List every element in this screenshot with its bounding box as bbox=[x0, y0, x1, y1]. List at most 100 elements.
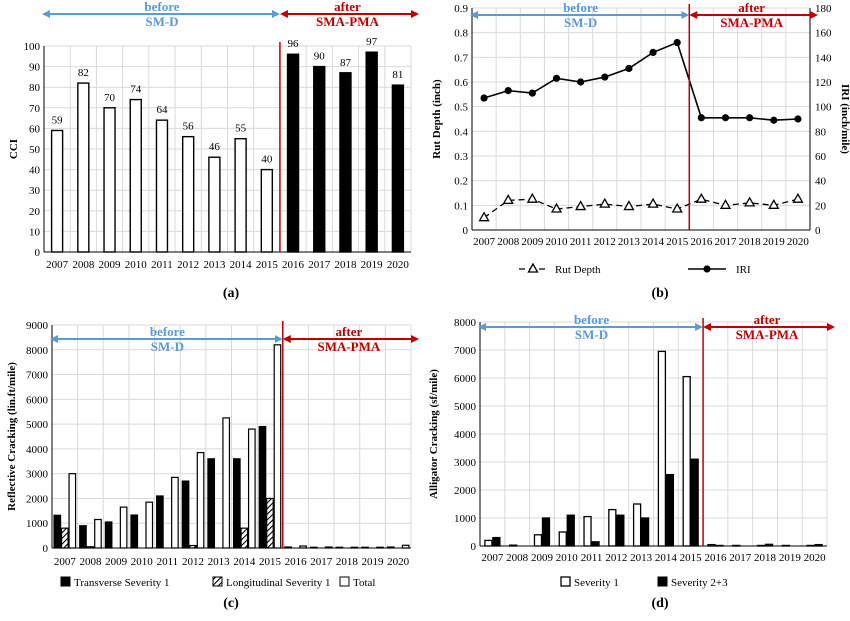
x-tick-label: 2020 bbox=[387, 556, 410, 568]
bar bbox=[266, 497, 274, 549]
bar bbox=[484, 539, 493, 547]
bar bbox=[732, 544, 741, 547]
x-tick-label: 2014 bbox=[233, 556, 256, 568]
bar bbox=[492, 536, 501, 547]
bar bbox=[509, 544, 518, 547]
y-axis-title: Alligator Cracking (sf/mile) bbox=[428, 369, 440, 499]
legend-sev23-label: Severity 2+3 bbox=[671, 577, 728, 589]
y-tick-label: 4000 bbox=[26, 444, 49, 456]
bar bbox=[50, 129, 64, 253]
rut-depth-point bbox=[744, 196, 756, 207]
x-tick-label: 2018 bbox=[336, 556, 359, 568]
y-tick-label: 70 bbox=[29, 103, 41, 115]
bar bbox=[715, 544, 724, 547]
bar bbox=[665, 473, 675, 547]
x-tick-label: 2016 bbox=[690, 236, 713, 248]
bar bbox=[181, 480, 190, 549]
bar bbox=[247, 428, 256, 549]
x-tick-label: 2007 bbox=[473, 236, 496, 248]
y-tick-label: 1000 bbox=[454, 513, 477, 525]
before-sublabel: SM-D bbox=[151, 339, 184, 354]
x-tick-label: 2014 bbox=[230, 259, 253, 271]
x-tick-label: 2011 bbox=[570, 236, 592, 248]
iri-line bbox=[483, 41, 798, 122]
y-tick-label: 0 bbox=[35, 247, 41, 259]
bar bbox=[234, 137, 247, 253]
bar bbox=[376, 546, 384, 549]
x-tick-label: 2010 bbox=[556, 552, 579, 564]
y2-tick-label: 120 bbox=[815, 77, 832, 89]
x-tick-label: 2016 bbox=[282, 259, 305, 271]
bar bbox=[339, 72, 352, 253]
x-tick-label: 2015 bbox=[666, 236, 689, 248]
y-tick-label: 2000 bbox=[454, 485, 477, 497]
rut-depth-point bbox=[671, 202, 683, 213]
y-tick-label: 5000 bbox=[454, 401, 477, 413]
y-axis-title: CCI bbox=[8, 139, 20, 159]
iri-point bbox=[625, 64, 633, 73]
bar bbox=[806, 544, 815, 547]
bar bbox=[286, 53, 300, 253]
iri-point bbox=[794, 115, 802, 123]
bar bbox=[690, 458, 699, 547]
y-tick-label: 0.5 bbox=[454, 102, 468, 114]
iri-point bbox=[673, 38, 681, 47]
legend-longitudinal-swatch bbox=[212, 576, 223, 587]
bar bbox=[60, 527, 69, 549]
bar bbox=[94, 518, 102, 549]
x-tick-label: 2007 bbox=[54, 556, 77, 568]
y-tick-label: 0.3 bbox=[454, 151, 468, 163]
before-sublabel: SM-D bbox=[145, 14, 178, 29]
bar bbox=[103, 107, 116, 253]
x-tick-label: 2019 bbox=[779, 552, 802, 564]
bar bbox=[119, 506, 128, 549]
bar bbox=[171, 476, 179, 549]
data-label: 96 bbox=[288, 38, 300, 50]
x-tick-label: 2019 bbox=[362, 556, 385, 568]
legend-longitudinal-label: Longitudinal Severity 1 bbox=[226, 577, 330, 589]
bar bbox=[130, 514, 139, 549]
y2-tick-label: 80 bbox=[815, 126, 827, 138]
rut-depth-point bbox=[502, 194, 514, 205]
y2-tick-label: 20 bbox=[815, 200, 827, 212]
bar bbox=[533, 534, 543, 547]
bar bbox=[68, 473, 77, 549]
y2-tick-label: 0 bbox=[815, 225, 821, 237]
y-tick-label: 100 bbox=[24, 41, 41, 53]
legend-total-swatch bbox=[339, 576, 350, 587]
y-tick-label: 0.4 bbox=[454, 126, 468, 138]
legend-sev1-swatch bbox=[560, 576, 571, 587]
x-tick-label: 2013 bbox=[203, 259, 226, 271]
bar bbox=[756, 544, 766, 547]
after-label: after bbox=[336, 324, 363, 339]
data-label: 90 bbox=[314, 51, 326, 63]
bar bbox=[86, 546, 95, 549]
bar bbox=[764, 543, 774, 547]
x-tick-label: 2007 bbox=[46, 259, 69, 271]
bar bbox=[309, 546, 318, 549]
after-sublabel: SMA-PMA bbox=[317, 339, 380, 354]
before-label: before bbox=[144, 0, 179, 14]
bar bbox=[258, 425, 267, 549]
y-tick-label: 8000 bbox=[454, 317, 477, 329]
x-tick-label: 2010 bbox=[131, 556, 154, 568]
iri-point bbox=[480, 94, 488, 102]
bar bbox=[632, 503, 642, 547]
x-tick-label: 2017 bbox=[308, 259, 331, 271]
y-tick-label: 0 bbox=[463, 225, 469, 237]
legend-transverse-label: Transverse Severity 1 bbox=[74, 577, 170, 589]
data-label: 87 bbox=[340, 57, 352, 69]
bar bbox=[104, 521, 113, 549]
bar bbox=[682, 375, 691, 547]
x-tick-label: 2020 bbox=[787, 236, 810, 248]
iri-point bbox=[770, 116, 778, 124]
x-tick-label: 2017 bbox=[729, 552, 752, 564]
x-tick-label: 2020 bbox=[804, 552, 827, 564]
data-label: 46 bbox=[209, 141, 221, 153]
y2-tick-label: 40 bbox=[815, 176, 827, 188]
y-tick-label: 0.2 bbox=[454, 176, 468, 188]
x-tick-label: 2015 bbox=[256, 259, 279, 271]
rut-depth-point bbox=[526, 192, 538, 203]
data-label: 70 bbox=[104, 92, 116, 104]
